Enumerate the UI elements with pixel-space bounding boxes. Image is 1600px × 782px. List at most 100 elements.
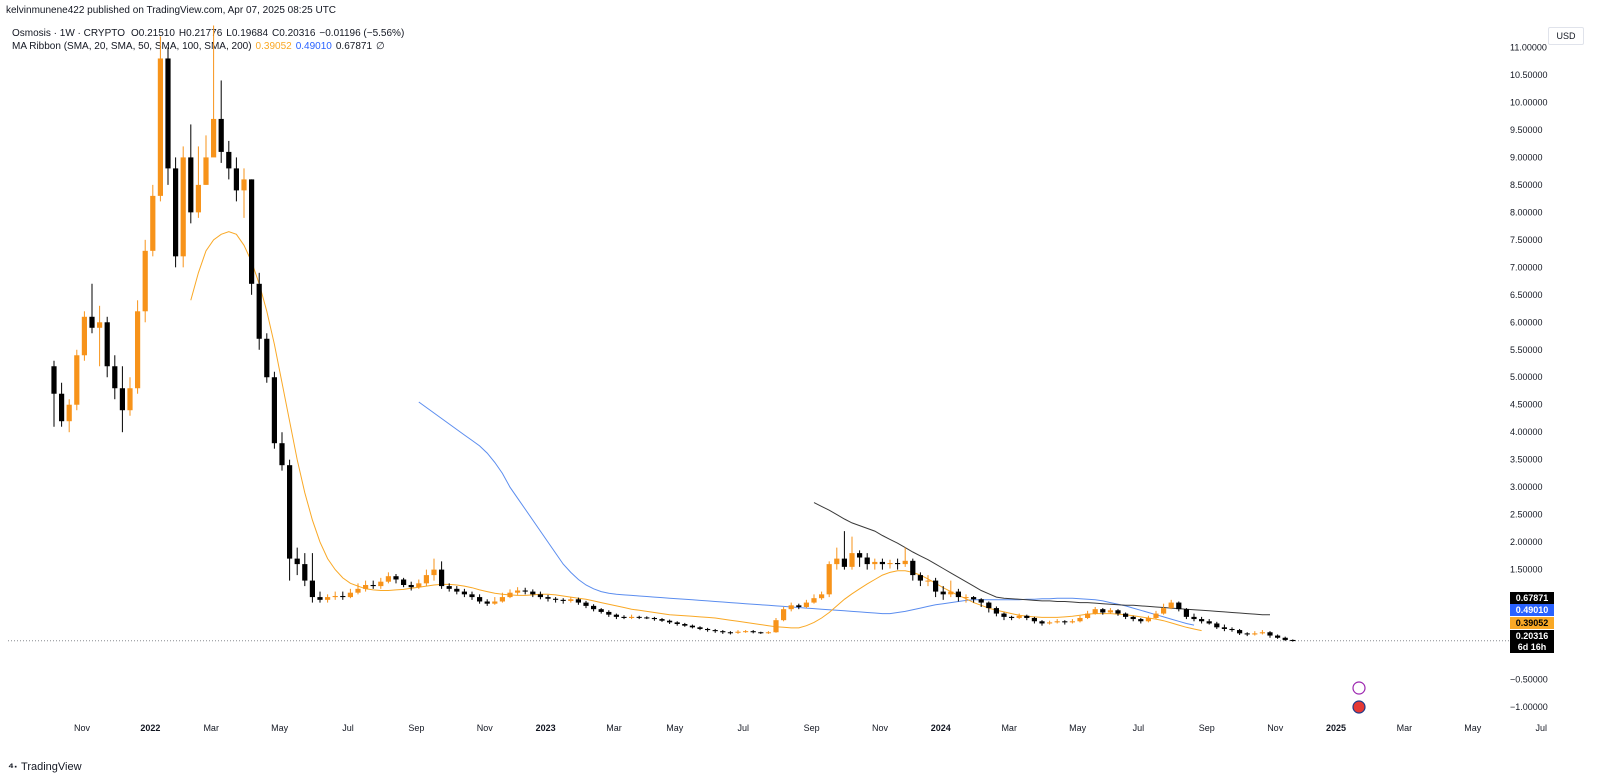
candle-down <box>864 557 870 565</box>
price-label: 0.20316 <box>1516 631 1549 641</box>
candle-down <box>727 632 733 634</box>
candle-down <box>1290 639 1296 642</box>
candle-down <box>309 580 315 598</box>
candle-down <box>1221 627 1227 629</box>
candle-up <box>180 157 186 257</box>
candle-down <box>895 563 901 565</box>
candle-down <box>1176 602 1182 610</box>
candle-down <box>530 591 536 595</box>
candle-up <box>515 590 521 593</box>
candle-down <box>1275 635 1281 638</box>
y-tick-label: 4.50000 <box>1510 400 1543 410</box>
candle-up <box>568 599 574 601</box>
x-tick-label: Sep <box>408 723 424 733</box>
candle-up <box>1153 613 1159 618</box>
candle-down <box>940 591 946 595</box>
candle-up <box>150 195 156 251</box>
candle-down <box>697 627 703 629</box>
candle-down <box>264 338 270 378</box>
candle-down <box>583 602 589 606</box>
x-tick-label: Jul <box>737 723 749 733</box>
candle-down <box>613 614 619 617</box>
candle-down <box>439 569 445 587</box>
symbol-row: Osmosis · 1W · CRYPTO O0.21510 H0.21776 … <box>12 27 404 40</box>
ma100-value: 0.67871 <box>335 41 373 52</box>
candle-down <box>879 561 885 565</box>
candle-down <box>758 632 764 634</box>
x-tick-label: May <box>1069 723 1087 733</box>
candle-up <box>492 601 498 604</box>
candle-down <box>1031 617 1037 622</box>
y-tick-label: 1.50000 <box>1510 565 1543 575</box>
y-tick-label: 6.50000 <box>1510 290 1543 300</box>
candle-down <box>89 316 95 328</box>
y-tick-label: 10.00000 <box>1510 97 1548 107</box>
candle-down <box>226 151 232 169</box>
candle-up <box>347 592 353 598</box>
x-tick-label: 2022 <box>140 723 160 733</box>
candle-down <box>545 597 551 599</box>
x-tick-label: 2023 <box>536 723 556 733</box>
candle-down <box>598 609 604 612</box>
footer-brand[interactable]: ⁴ᐧ TradingView <box>8 760 82 774</box>
candle-down <box>1282 637 1288 640</box>
candle-down <box>165 58 171 169</box>
candle-up <box>1016 615 1022 618</box>
y-tick-label: 9.50000 <box>1510 125 1543 135</box>
candle-down <box>294 558 300 565</box>
x-tick-label: 2024 <box>931 723 951 733</box>
y-tick-label: 5.50000 <box>1510 345 1543 355</box>
price-chart[interactable]: 11.00000 10.50000 10.00000 9.50000 9.00000 8.… <box>0 0 1600 760</box>
candle-down <box>279 443 285 466</box>
candle-down <box>560 599 566 601</box>
candle-up <box>1145 617 1151 622</box>
candle-up <box>1252 633 1258 635</box>
ma-label[interactable]: MA Ribbon (SMA, 20, SMA, 50, SMA, 100, S… <box>12 41 252 52</box>
x-tick-label: Nov <box>1267 723 1284 733</box>
candle-down <box>287 465 293 559</box>
tradingview-logo-icon: ⁴ᐧ <box>8 760 18 774</box>
currency-button[interactable]: USD <box>1548 27 1584 45</box>
candle-down <box>446 586 452 589</box>
y-tick-label: 7.50000 <box>1510 235 1543 245</box>
ma20-value: 0.39052 <box>255 41 292 52</box>
candle-up <box>872 561 878 565</box>
candle-up <box>332 595 338 598</box>
candle-up <box>902 560 908 565</box>
open-value: O0.21510 <box>130 28 175 39</box>
candle-up <box>629 616 635 618</box>
candle-down <box>1237 630 1243 634</box>
candle-down <box>689 625 695 628</box>
candle-up <box>355 588 361 593</box>
candle-down <box>393 576 399 580</box>
candle-up <box>925 580 931 582</box>
candle-up <box>385 576 391 582</box>
candle-down <box>651 617 657 620</box>
candle-down <box>401 579 407 585</box>
candle-down <box>1244 633 1250 635</box>
change-value: −0.01196 (−5.56%) <box>319 28 405 39</box>
candle-down <box>317 597 323 600</box>
candle-down <box>674 622 680 625</box>
candle-down <box>370 584 376 587</box>
x-tick-label: Sep <box>804 723 820 733</box>
candle-down <box>1183 609 1189 617</box>
y-tick-label: 6.00000 <box>1510 317 1543 327</box>
candle-down <box>173 168 179 257</box>
candle-down <box>340 595 346 598</box>
chart-legend: Osmosis · 1W · CRYPTO O0.21510 H0.21776 … <box>12 27 404 53</box>
y-tick-label: 11.00000 <box>1510 42 1547 52</box>
candle-up <box>1085 613 1091 618</box>
price-label: 6d 16h <box>1518 642 1547 652</box>
x-tick-label: May <box>1464 723 1482 733</box>
ma-row: MA Ribbon (SMA, 20, SMA, 50, SMA, 100, S… <box>12 40 404 53</box>
price-label-box <box>1510 630 1554 642</box>
candle-down <box>682 624 688 626</box>
price-label-box <box>1510 604 1554 616</box>
symbol-label[interactable]: Osmosis · 1W · CRYPTO <box>12 28 125 39</box>
candle-up <box>1077 617 1083 622</box>
candle-down <box>591 605 597 610</box>
candle-down <box>621 616 627 618</box>
candle-up <box>1259 632 1265 634</box>
x-tick-label: Jul <box>1535 723 1547 733</box>
